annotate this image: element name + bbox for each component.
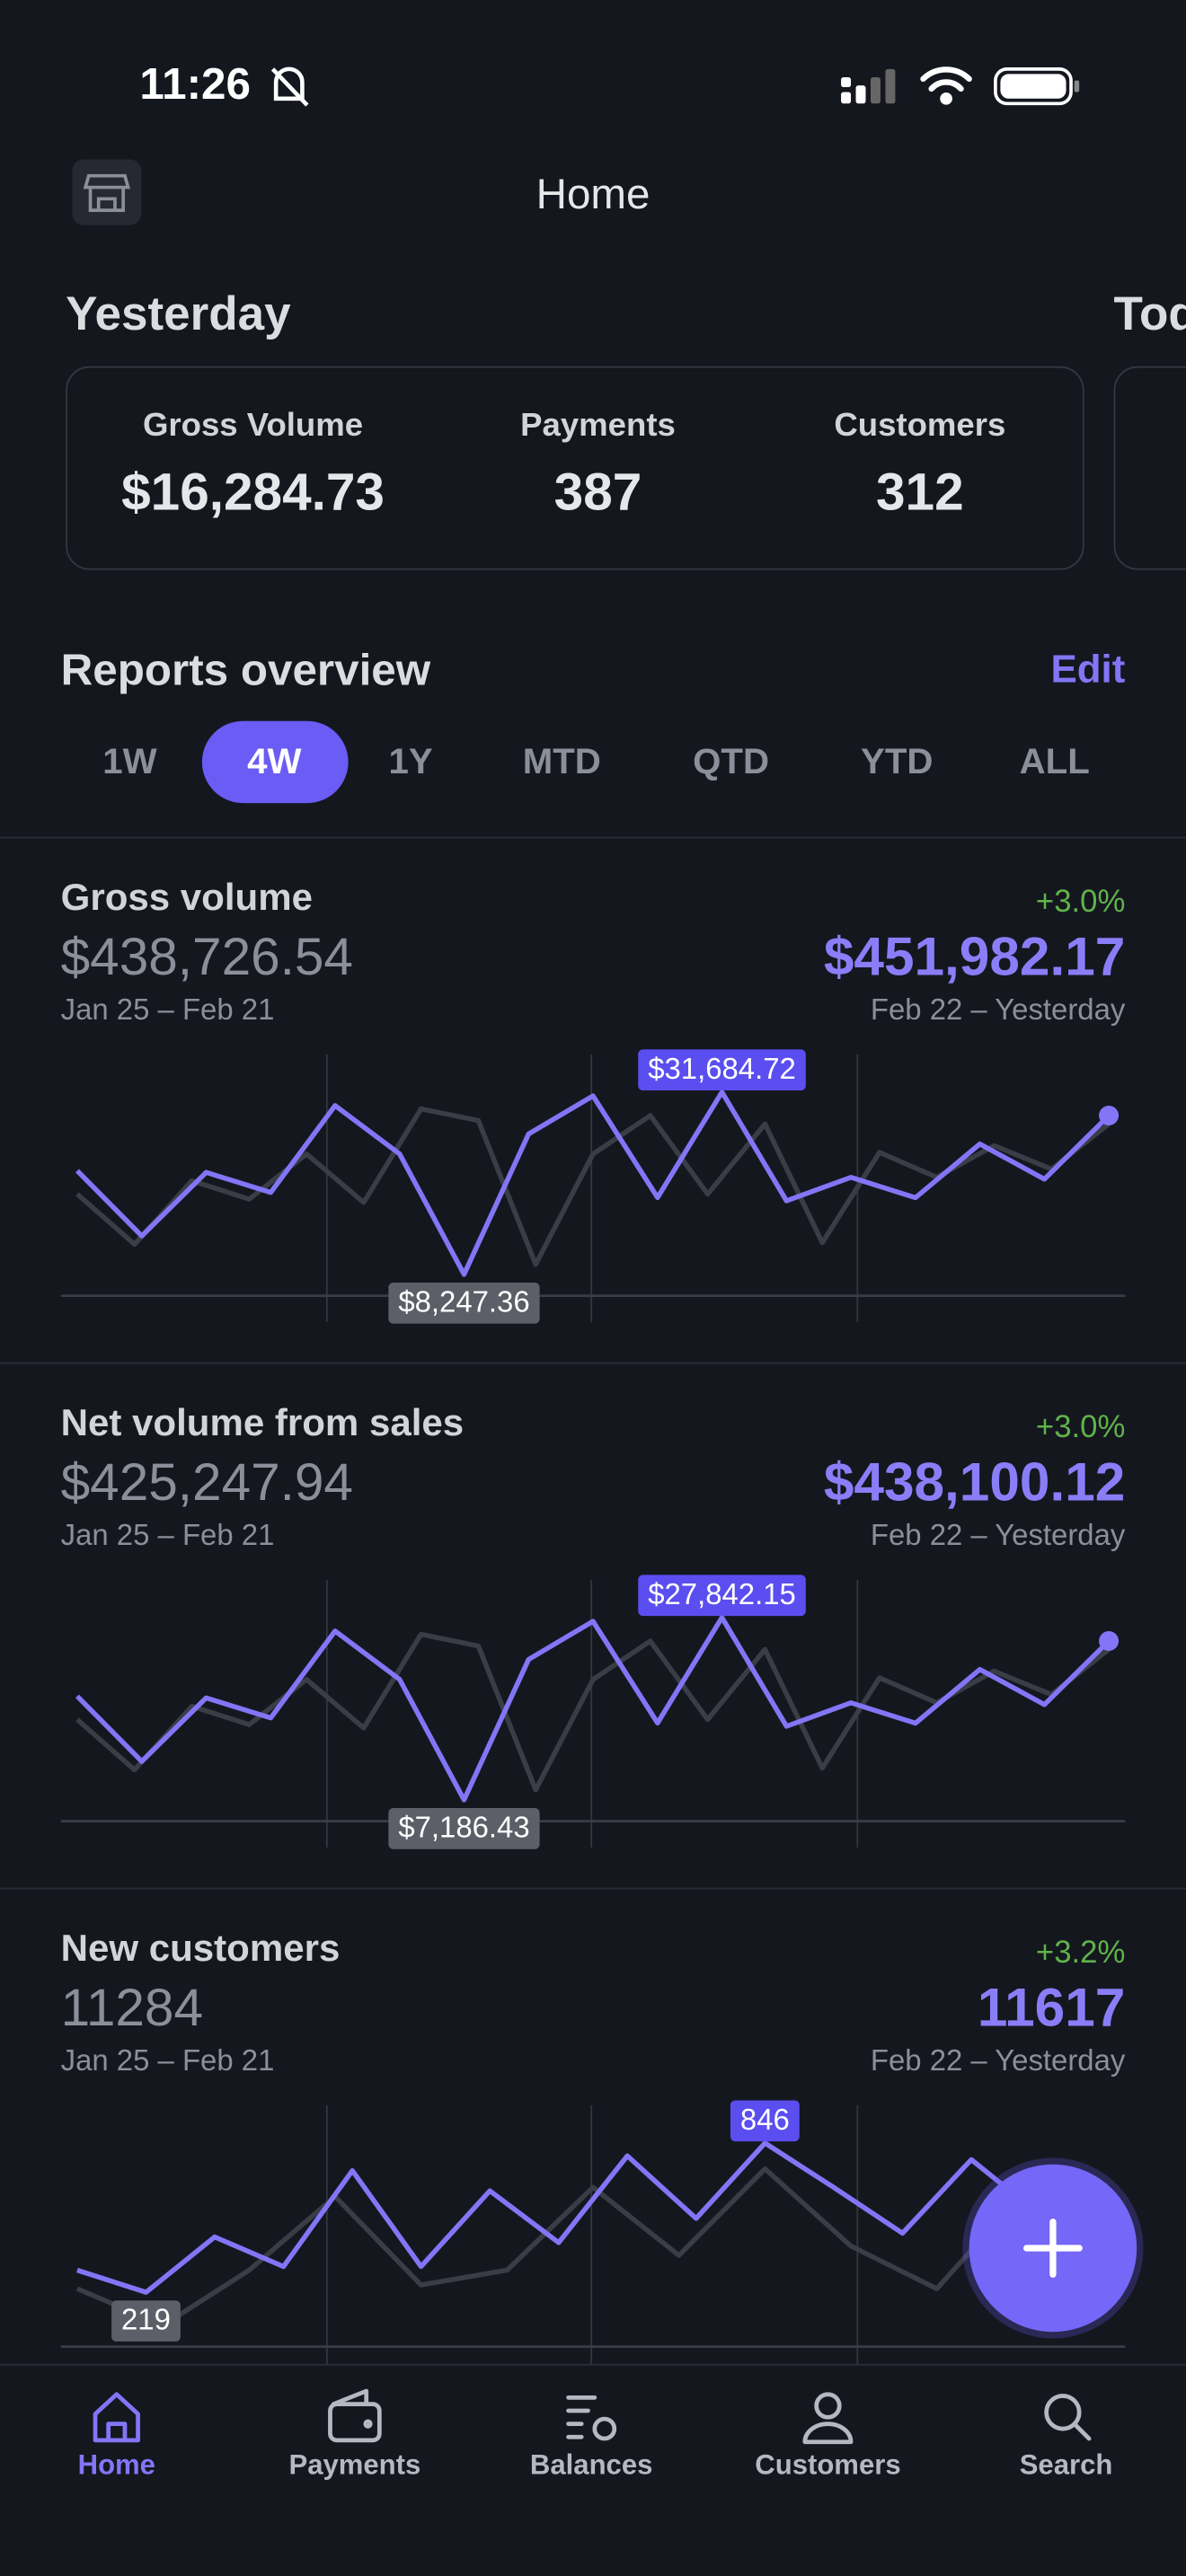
wifi-icon	[920, 66, 972, 105]
tab-label[interactable]: Customers	[755, 2448, 900, 2480]
tab-label[interactable]: Home	[78, 2448, 155, 2480]
range-tab[interactable]: 4W	[247, 741, 301, 781]
metric-value: 312	[876, 463, 964, 522]
tab-label[interactable]: Search	[1020, 2448, 1113, 2480]
range-tab[interactable]: MTD	[523, 741, 601, 781]
previous-period: Jan 25 – Feb 21	[61, 992, 275, 1026]
label-box	[388, 1808, 540, 1849]
max-label: $27,842.15	[638, 1575, 806, 1617]
label-box	[111, 2300, 181, 2342]
min-label: $7,186.43	[388, 1808, 540, 1849]
value-label: $27,842.15	[648, 1577, 796, 1610]
tab-label[interactable]: Payments	[288, 2448, 420, 2480]
current-total: 11617	[978, 1977, 1125, 2038]
previous-total: $438,726.54	[61, 928, 353, 986]
section-title: Today	[1114, 287, 1186, 340]
label-box	[730, 2100, 800, 2142]
range-tab[interactable]: 1Y	[388, 741, 432, 781]
metric-label: Payments	[520, 406, 676, 443]
label-box	[638, 1575, 806, 1617]
current-period: Feb 22 – Yesterday	[871, 2043, 1126, 2077]
previous-total: $425,247.94	[61, 1453, 353, 1512]
search-icon	[1044, 2394, 1092, 2441]
store-button[interactable]	[72, 159, 142, 225]
change: +3.0%	[1036, 1410, 1125, 1444]
battery-icon	[994, 67, 1080, 106]
value-label: $31,684.72	[648, 1052, 796, 1085]
current-line	[76, 2140, 1111, 2295]
end-point	[1099, 1106, 1120, 1125]
max-label: 846	[730, 2100, 800, 2142]
metric-value: $16,284.73	[121, 463, 385, 522]
summary-card[interactable]	[1113, 366, 1186, 570]
home-icon	[93, 2392, 140, 2443]
add-button[interactable]	[962, 2157, 1144, 2339]
range-tab[interactable]: YTD	[861, 741, 933, 781]
chart-title: Net volume from sales	[61, 1401, 465, 1443]
range-tab[interactable]: ALL	[1020, 741, 1090, 781]
range-tab[interactable]: QTD	[693, 741, 769, 781]
summary-card[interactable]	[66, 366, 1084, 570]
mute-icon	[270, 66, 309, 107]
previous-period: Jan 25 – Feb 21	[61, 1518, 275, 1551]
status-time: 11:26	[139, 59, 251, 109]
balances-icon	[566, 2395, 617, 2441]
wallet-icon	[328, 2388, 382, 2443]
chart-title: New customers	[61, 1927, 341, 1969]
tab-label[interactable]: Balances	[530, 2448, 652, 2480]
max-label: $31,684.72	[638, 1049, 806, 1091]
metric-value: 387	[554, 463, 642, 522]
range-tab[interactable]: 1W	[102, 741, 156, 781]
min-label: $8,247.36	[388, 1282, 540, 1324]
current-total: $438,100.12	[824, 1451, 1126, 1513]
current-line	[75, 1090, 1111, 1277]
value-label: $7,186.43	[398, 1810, 529, 1843]
change: +3.2%	[1036, 1936, 1125, 1970]
tab-bar	[0, 2364, 1186, 2576]
change: +3.0%	[1036, 885, 1125, 919]
previous-period: Jan 25 – Feb 21	[61, 2043, 275, 2077]
section-title: Reports overview	[61, 646, 431, 695]
previous-total: 11284	[61, 1979, 203, 2037]
current-period: Feb 22 – Yesterday	[871, 992, 1126, 1026]
current-line	[75, 1615, 1111, 1803]
chart-title: Gross volume	[61, 876, 313, 918]
page-title: Home	[536, 171, 651, 218]
signal-icon	[841, 68, 896, 104]
label-box	[638, 1049, 806, 1091]
value-label: 846	[740, 2103, 790, 2136]
customers-icon	[802, 2392, 854, 2445]
min-label: 219	[111, 2300, 181, 2342]
current-total: $451,982.17	[824, 926, 1126, 987]
value-label: $8,247.36	[398, 1284, 529, 1318]
previous-line	[75, 2166, 1111, 2328]
metric-label: Gross Volume	[143, 406, 363, 443]
value-label: 219	[121, 2303, 171, 2336]
end-point	[1099, 1631, 1120, 1651]
range-selected	[201, 720, 349, 804]
label-box	[388, 1282, 540, 1324]
section-title: Yesterday	[66, 287, 291, 340]
current-period: Feb 22 – Yesterday	[871, 1518, 1126, 1551]
edit-button[interactable]: Edit	[1051, 647, 1126, 691]
metric-label: Customers	[834, 406, 1005, 443]
